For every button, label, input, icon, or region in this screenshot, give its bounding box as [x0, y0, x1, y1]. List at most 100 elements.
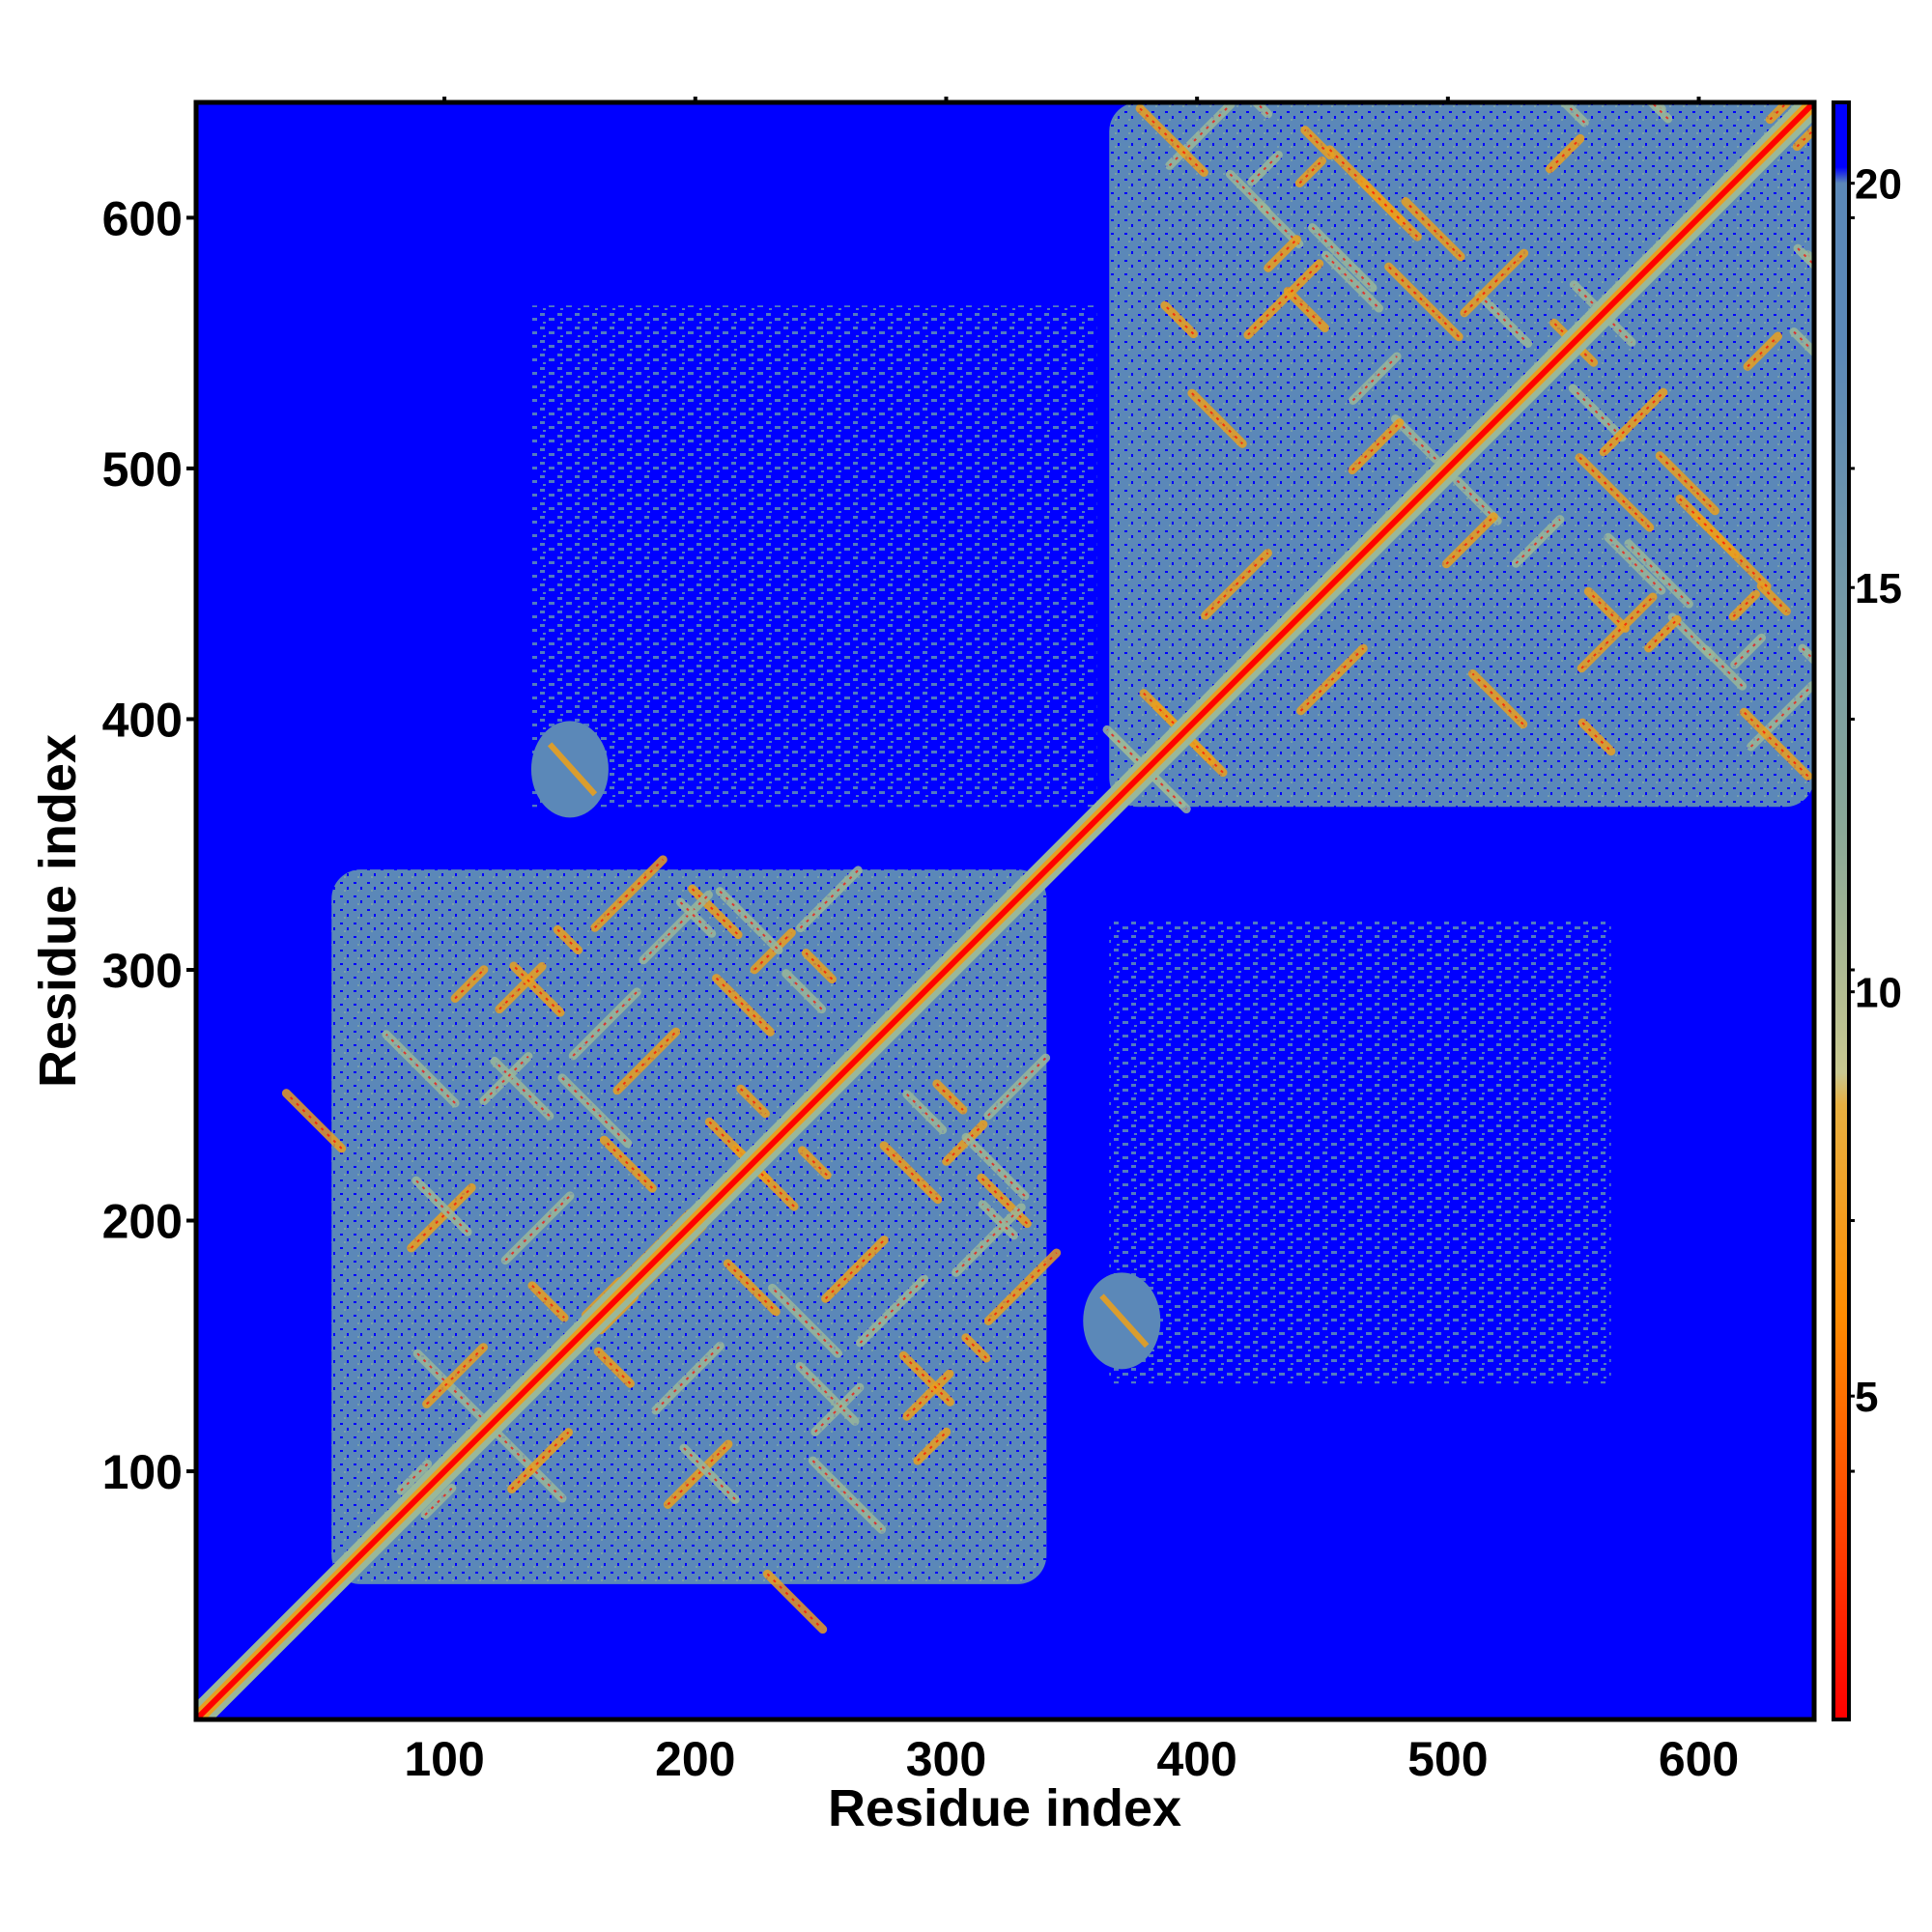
contact-streak-core [415, 1179, 469, 1234]
contact-streak [507, 1428, 574, 1494]
contact-streak [1357, 177, 1422, 242]
contact-streak-core [1168, 103, 1232, 167]
colorbar-tick-label: 15 [1855, 565, 1902, 612]
contact-streak [796, 866, 863, 933]
contact-streak [762, 1569, 828, 1634]
contact-streak-core [1732, 593, 1757, 618]
contact-streak-core [400, 1463, 429, 1492]
heatmap-cells [196, 102, 1814, 1719]
y-tick-label: 500 [102, 442, 183, 497]
contact-streak-core [1287, 290, 1326, 329]
x-axis-title: Residue index [828, 1779, 1181, 1837]
colorbar: 5 10 15 20 [1832, 100, 1902, 1721]
contact-streak-core [753, 931, 793, 971]
contact-streak-core [987, 1252, 1058, 1322]
contact-streak-core [603, 1139, 654, 1189]
contact-streak [1250, 102, 1273, 119]
contact-streak-core [691, 888, 739, 936]
contact-streak-core [936, 1083, 964, 1111]
contact-streak-core [902, 1354, 952, 1404]
contact-streak-core [1647, 618, 1678, 649]
diagonal-band-core [196, 102, 1814, 1719]
contact-streak-core [1587, 590, 1627, 630]
contact-streak-core [504, 1195, 571, 1262]
contact-streak [983, 1053, 1051, 1121]
inter-domain-region [531, 305, 1097, 808]
contact-streak-core [1747, 335, 1779, 368]
x-tick-label: 300 [906, 1732, 986, 1786]
contact-streak [1793, 243, 1814, 271]
contact-streak-core [1298, 159, 1323, 185]
contact-streak-core [1304, 128, 1331, 156]
contact-streak-core [1562, 102, 1586, 124]
contact-streak-core [1191, 392, 1243, 445]
contact-streak-core [667, 1443, 729, 1506]
contact-streak-core [1471, 672, 1524, 725]
contact-streak-core [1515, 518, 1561, 564]
colorbar-gradient [1832, 100, 1851, 1721]
contact-streak [1384, 262, 1463, 342]
contact-streak-core [1394, 417, 1436, 460]
contact-streak [557, 1073, 633, 1149]
contact-streak-core [1793, 330, 1814, 354]
contact-streak [902, 1090, 948, 1135]
contact-streak [1675, 494, 1740, 559]
contact-streak-core [726, 1263, 777, 1313]
x-tick-label: 100 [404, 1732, 484, 1786]
contact-streak [1575, 453, 1655, 532]
contact-streak-core [1607, 536, 1662, 591]
contact-streak-core [424, 1487, 453, 1516]
contact-streak-core [811, 1460, 883, 1531]
contact-streak-core [1749, 684, 1813, 748]
contact-streak-core [1299, 647, 1364, 712]
contact-streak [612, 1027, 681, 1095]
contact-streak [1792, 123, 1814, 152]
contact-streak-core [715, 977, 772, 1034]
contact-streak-core [1139, 107, 1206, 174]
contact-streak-core [1456, 479, 1498, 522]
contact-streak [281, 1089, 347, 1153]
contact-streak-core [654, 1345, 722, 1411]
contact-streak [450, 965, 489, 1004]
contact-streak [1765, 102, 1794, 125]
contact-streak-core [980, 1177, 1029, 1225]
x-tick-label: 600 [1659, 1732, 1739, 1786]
inter-contact-streak [1099, 1293, 1150, 1349]
contact-streak-core [1600, 310, 1633, 344]
contact-streak-core [801, 1150, 828, 1177]
contact-streak-core [1267, 239, 1298, 270]
contact-streak [1401, 197, 1465, 262]
contact-streak-core [1478, 294, 1529, 345]
contact-streak-core [1351, 355, 1398, 402]
contact-streak [527, 1281, 569, 1322]
contact-streak-core [513, 965, 561, 1013]
inter-domain-region [1109, 920, 1611, 1384]
contact-streak-core [1733, 637, 1763, 666]
contact-streak [1645, 102, 1673, 124]
inter-contact-streak [547, 742, 598, 797]
contact-streak-core [410, 1186, 472, 1249]
x-axis: 100 200 300 400 500 600 [404, 97, 1739, 1786]
contact-streak-core [981, 1203, 1015, 1236]
contact-streak-core [1324, 254, 1380, 309]
colorbar-tick-label: 10 [1855, 970, 1902, 1017]
contact-streak-core [1743, 711, 1809, 778]
colorbar-tick-label: 5 [1855, 1374, 1878, 1421]
contact-streak-core [1603, 391, 1664, 453]
y-tick-label: 100 [102, 1445, 183, 1499]
contact-streak [913, 1427, 952, 1465]
contact-streak-core [1463, 252, 1525, 314]
contact-streak-core [483, 1055, 529, 1102]
x-tick-label: 400 [1156, 1732, 1236, 1786]
contact-streak-core [572, 991, 639, 1057]
contact-streak-core [906, 1373, 951, 1417]
colorbar-tick-label: 20 [1855, 161, 1902, 209]
contact-streak-core [1311, 226, 1374, 289]
contact-streak [821, 1236, 889, 1303]
contact-streak-core [814, 1386, 861, 1434]
contact-streak-core [1573, 283, 1606, 317]
contact-streak-core [1164, 304, 1195, 335]
contact-streak-core [498, 965, 543, 1010]
contact-streak-core [1351, 421, 1401, 471]
contact-streak-core [954, 1207, 1022, 1274]
